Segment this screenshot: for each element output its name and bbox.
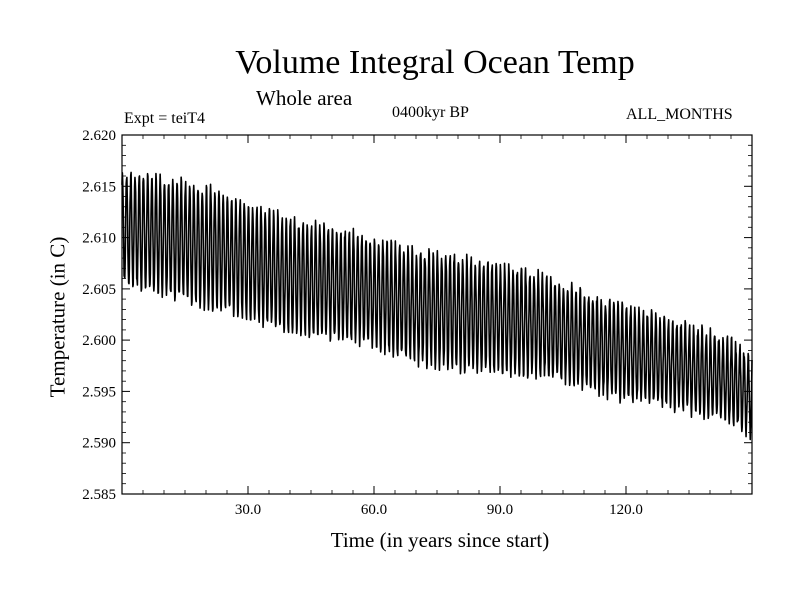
x-tick-label: 120.0 <box>609 502 643 518</box>
chart-title: Volume Integral Ocean Temp <box>235 44 635 81</box>
x-axis-label: Time (in years since start) <box>330 528 550 552</box>
y-tick-label: 2.585 <box>82 487 116 503</box>
series-group <box>121 171 753 441</box>
y-tick-label: 2.610 <box>82 231 116 247</box>
chart-subtitle: Whole area <box>256 86 353 110</box>
experiment-label: Expt = teiT4 <box>124 110 206 127</box>
months-label: ALL_MONTHS <box>626 106 733 123</box>
series-line <box>121 171 753 441</box>
x-tick-label: 90.0 <box>487 502 513 518</box>
y-tick-label: 2.590 <box>82 436 116 452</box>
y-tick-label: 2.605 <box>82 282 116 298</box>
x-tick-label: 60.0 <box>361 502 387 518</box>
period-label: 0400kyr BP <box>392 104 469 121</box>
y-tick-label: 2.615 <box>82 179 116 195</box>
axis-ticks: 30.0 60.0 90.0 120.0 2.585 2.590 2.595 2.600 2.6… <box>82 128 752 518</box>
y-tick-label: 2.595 <box>82 384 116 400</box>
y-tick-label: 2.620 <box>82 128 116 144</box>
y-tick-label: 2.600 <box>82 333 116 349</box>
x-tick-label: 30.0 <box>235 502 261 518</box>
